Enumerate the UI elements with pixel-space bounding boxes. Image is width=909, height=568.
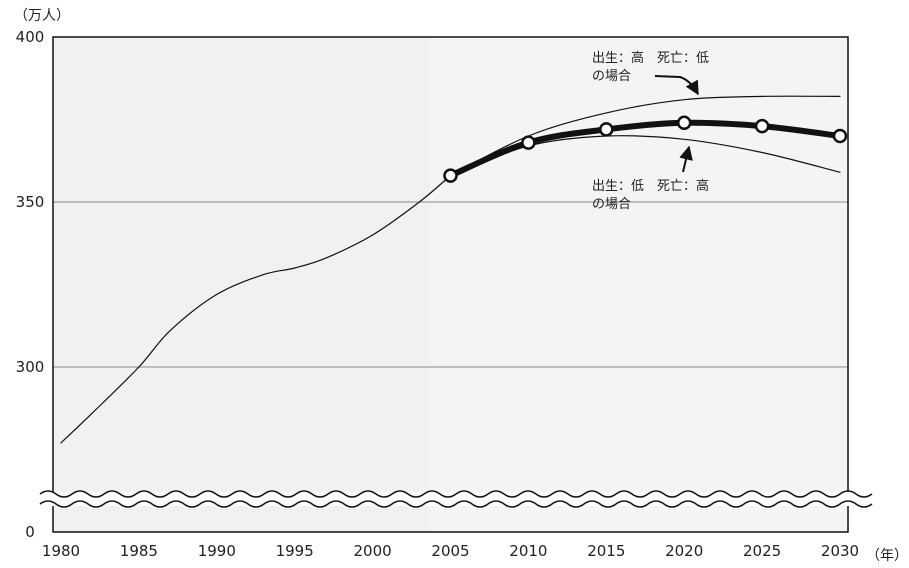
plot-border [52,36,849,533]
y-tick-label-400: 400 [16,28,45,46]
x-tick-labels: 1980 1985 1990 1995 2000 2005 2010 2015 2020 2025… [42,542,859,560]
data-point-2005 [443,168,458,183]
annotation-high-arrow [654,75,699,96]
x-tick-label-2010: 2010 [509,542,547,560]
series-line-0 [60,175,452,444]
data-point-2030 [832,128,848,144]
x-tick-label-1990: 1990 [198,542,236,560]
x-tick-label-1980: 1980 [42,542,80,560]
y-tick-label-350: 350 [16,193,45,211]
annotation-high-line1: 出生：高 死亡：低 [592,50,709,66]
y-axis-unit: （万人） [14,8,70,24]
annotation-low-arrow [679,145,693,173]
x-tick-label-1985: 1985 [120,542,158,560]
series-line-3 [449,135,841,177]
annotation-high-line2: の場合 [592,69,631,84]
x-tick-label-2025: 2025 [743,542,781,560]
y-tick-label-300: 300 [16,358,45,376]
series-line-2 [449,95,841,177]
x-tick-label-2020: 2020 [665,542,703,560]
x-tick-label-2015: 2015 [587,542,625,560]
x-tick-label-2005: 2005 [431,542,469,560]
annotation-low-scenario: 出生：低 死亡：高 の場合 [592,145,709,212]
data-point-2010 [521,135,536,150]
marker-layer [443,115,848,183]
plot-background-projection [430,37,848,532]
data-point-2020 [676,115,692,131]
x-tick-label-1995: 1995 [276,542,314,560]
x-tick-label-2000: 2000 [354,542,392,560]
x-tick-label-2030: 2030 [821,542,859,560]
y-tick-labels: 400 350 300 [16,28,45,376]
annotation-high-scenario: 出生：高 死亡：低 の場合 [592,50,709,96]
gridlines [53,201,848,368]
annotation-low-line2: の場合 [592,197,631,212]
annotation-low-line1: 出生：低 死亡：高 [592,178,709,194]
axis-break-symbol [39,490,873,508]
data-point-2015 [599,122,614,137]
data-point-2025 [754,118,770,134]
axis-break-gap [40,492,860,506]
axis-break-wave-top [39,490,873,498]
x-axis-unit: （年） [866,548,908,564]
axis-break-wave-bottom [39,500,873,508]
y-tick-label-break: 0 [25,523,35,541]
